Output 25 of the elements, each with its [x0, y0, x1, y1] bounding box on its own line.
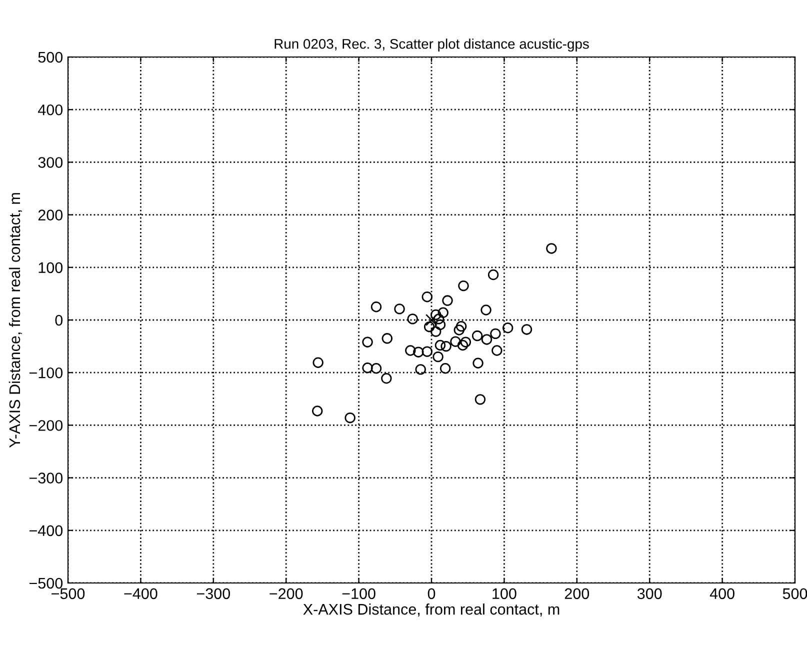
x-tick-label: 0: [428, 588, 436, 600]
y-tick-label: −100: [29, 367, 63, 378]
x-tick-label: 100: [492, 588, 516, 600]
y-tick-label: −400: [29, 525, 63, 536]
x-tick-label: −300: [196, 588, 230, 600]
x-tick-label: −200: [270, 588, 303, 600]
chart-title: Run 0203, Rec. 3, Scatter plot distance acustic-gps: [274, 38, 589, 52]
x-tick-label: −500: [52, 588, 85, 600]
y-tick-label: −300: [29, 472, 63, 484]
y-tick-label: 100: [38, 262, 63, 274]
x-tick-label: −100: [342, 588, 376, 600]
x-tick-label: 500: [782, 588, 807, 600]
x-tick-label: 300: [637, 588, 662, 600]
y-tick-label: 200: [38, 210, 63, 220]
y-tick-label: 300: [38, 157, 63, 168]
y-tick-label: −500: [29, 578, 63, 589]
x-tick-label: −400: [124, 588, 158, 600]
x-axis-title: X-AXIS Distance, from real contact, m: [303, 603, 560, 617]
x-tick-label: 400: [710, 588, 734, 600]
y-tick-label: 400: [38, 104, 63, 116]
x-tick-label: 200: [564, 588, 590, 600]
y-tick-label: −200: [29, 420, 63, 431]
y-tick-label: 500: [38, 52, 63, 63]
y-axis-title: Y-AXIS Distance, from real contact, m: [8, 193, 22, 448]
y-tick-label: 0: [55, 314, 63, 326]
